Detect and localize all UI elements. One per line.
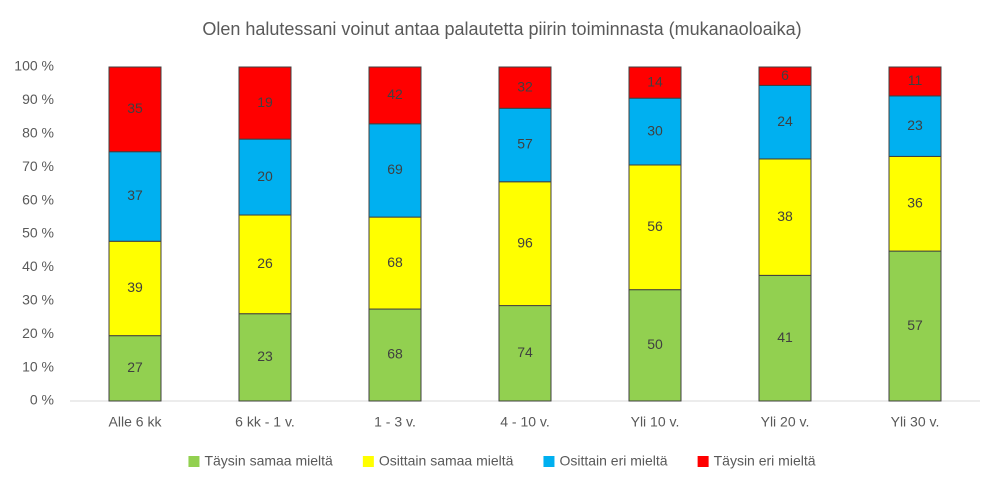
y-tick-label: 70 %	[22, 158, 54, 174]
data-label: 30	[647, 122, 663, 138]
bar-segment	[498, 305, 552, 402]
bar-segment	[888, 66, 942, 97]
data-label: 23	[907, 117, 923, 133]
chart-title: Olen halutessani voinut antaa palautetta…	[202, 19, 801, 39]
bar-segment	[108, 240, 162, 337]
data-label: 57	[517, 136, 533, 152]
data-label: 11	[908, 72, 923, 88]
y-tick-label: 60 %	[22, 191, 54, 207]
bar-segment	[628, 164, 682, 291]
y-tick-label: 10 %	[22, 358, 54, 374]
legend-label: Osittain eri mieltä	[559, 453, 667, 469]
legend-label: Täysin eri mieltä	[714, 453, 816, 469]
bar-segment	[238, 214, 292, 315]
x-tick-label: 4 - 10 v.	[500, 414, 550, 430]
data-label: 32	[517, 78, 533, 94]
bar-segment	[238, 66, 292, 140]
y-tick-label: 20 %	[22, 325, 54, 341]
data-label: 96	[517, 234, 533, 250]
y-tick-label: 30 %	[22, 292, 54, 308]
bar-segment	[238, 138, 292, 216]
data-label: 38	[777, 208, 793, 224]
data-label: 24	[777, 113, 793, 129]
bar-segment	[368, 308, 422, 402]
legend-marker	[543, 456, 555, 467]
bar-segment	[758, 84, 812, 160]
legend-marker	[697, 456, 709, 467]
bar-segment	[368, 66, 422, 125]
bar-segment	[758, 274, 812, 402]
bar-segment	[238, 313, 292, 402]
data-label: 36	[907, 194, 923, 210]
y-tick-label: 40 %	[22, 258, 54, 274]
bar-segment	[368, 216, 422, 310]
bar-segment	[108, 66, 162, 153]
x-tick-label: 1 - 3 v.	[374, 414, 416, 430]
bar-segment	[628, 289, 682, 402]
bar-segment	[628, 66, 682, 99]
y-tick-label: 100 %	[14, 58, 54, 74]
x-tick-label: 6 kk - 1 v.	[235, 414, 295, 430]
data-label: 20	[257, 168, 273, 184]
x-tick-label: Alle 6 kk	[109, 414, 163, 430]
legend-marker	[188, 456, 200, 467]
data-label: 56	[647, 218, 663, 234]
legend-marker	[362, 456, 374, 467]
data-label: 69	[387, 161, 403, 177]
y-tick-label: 0 %	[30, 392, 54, 408]
data-label: 23	[257, 348, 273, 364]
data-label: 6	[781, 67, 789, 83]
data-label: 68	[387, 254, 403, 270]
bar-segment	[498, 66, 552, 109]
data-label: 37	[127, 187, 143, 203]
data-label: 19	[257, 94, 273, 110]
x-tick-label: Yli 20 v.	[761, 414, 810, 430]
data-label: 50	[647, 336, 663, 352]
bar-segment	[888, 155, 942, 252]
bar-segment	[368, 123, 422, 218]
bar-segment	[888, 250, 942, 402]
data-label: 26	[257, 255, 273, 271]
data-label: 39	[127, 279, 143, 295]
bar-segment	[108, 335, 162, 402]
data-label: 68	[387, 346, 403, 362]
bar-segment	[628, 97, 682, 166]
bar-segment	[758, 66, 812, 86]
data-label: 14	[647, 73, 663, 89]
x-tick-label: Yli 10 v.	[631, 414, 680, 430]
y-tick-label: 90 %	[22, 91, 54, 107]
legend-label: Täysin samaa mieltä	[204, 453, 333, 469]
x-tick-label: Yli 30 v.	[891, 414, 940, 430]
y-tick-label: 50 %	[22, 225, 54, 241]
y-tick-label: 80 %	[22, 125, 54, 141]
data-label: 74	[517, 344, 533, 360]
data-label: 35	[127, 100, 143, 116]
data-label: 41	[777, 329, 793, 345]
bar-segment	[498, 107, 552, 183]
legend-label: Osittain samaa mieltä	[379, 453, 514, 469]
data-label: 42	[387, 86, 403, 102]
bar-segment	[888, 95, 942, 157]
bar-segment	[498, 181, 552, 307]
bar-segment	[758, 158, 812, 276]
data-label: 27	[127, 359, 143, 375]
data-label: 57	[907, 317, 923, 333]
